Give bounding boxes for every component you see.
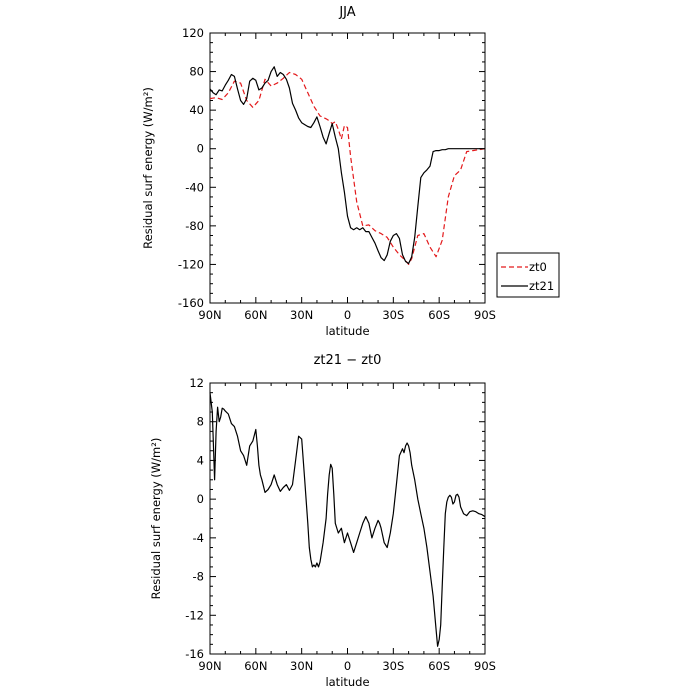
x-tick-label: 30S <box>382 659 404 673</box>
x-tick-label: 30S <box>382 308 404 322</box>
y-tick-label: 0 <box>197 142 204 156</box>
chart-jja: JJA 90N 60N 30N 0 30S 60S 90S -160 -120 -80 -40 0 40 8… <box>141 5 560 338</box>
y-axis-label: Residual surf energy (W/m²) <box>141 87 155 249</box>
y-axis-label: Residual surf energy (W/m²) <box>149 438 163 600</box>
y-tick-label: 4 <box>197 453 204 467</box>
plot-frame <box>209 32 486 304</box>
y-tick-label: 8 <box>197 415 204 429</box>
x-tick-label: 90S <box>474 308 496 322</box>
x-tick-label: 60N <box>244 659 267 673</box>
chart-difference: zt21 − zt0 90N 60N 30N 0 30S 60S 90S -16 -12 -8 -4 0… <box>149 353 496 689</box>
y-tick-label: -160 <box>178 296 204 310</box>
y-tick-label: -4 <box>193 531 204 545</box>
y-tick-label: 12 <box>189 376 204 390</box>
x-tick-label: 30N <box>290 659 313 673</box>
series-line-zt21 <box>209 66 485 265</box>
y-tick-label: 80 <box>189 65 204 79</box>
legend-box <box>496 252 560 298</box>
chart-title: JJA <box>338 5 355 20</box>
x-tick-label: 60S <box>428 659 450 673</box>
y-tick-label: -80 <box>185 219 204 233</box>
x-tick-label: 0 <box>344 308 351 322</box>
y-tick-label: -120 <box>178 257 204 271</box>
x-tick-label: 90N <box>198 308 221 322</box>
plot-frame <box>209 382 486 655</box>
x-tick-label: 60S <box>428 308 450 322</box>
chart-title: zt21 − zt0 <box>314 353 382 368</box>
y-tick-label: -8 <box>193 570 204 584</box>
x-axis-label: latitude <box>325 324 369 338</box>
legend: zt0 zt21 <box>496 252 560 298</box>
series-line-zt0 <box>209 71 486 265</box>
x-axis-label: latitude <box>325 675 369 689</box>
legend-label-zt0: zt0 <box>529 260 547 274</box>
y-tick-label: -12 <box>185 608 204 622</box>
y-tick-label: 40 <box>189 103 204 117</box>
y-tick-label: 120 <box>182 26 204 40</box>
x-tick-label: 90N <box>198 659 221 673</box>
x-tick-label: 90S <box>474 659 496 673</box>
y-tick-label: 0 <box>197 492 204 506</box>
x-tick-label: 30N <box>290 308 313 322</box>
series-line-series-0 <box>209 392 486 647</box>
y-tick-label: -16 <box>185 647 204 661</box>
x-tick-label: 60N <box>244 308 267 322</box>
legend-label-zt21: zt21 <box>529 279 554 293</box>
x-tick-label: 0 <box>344 659 351 673</box>
y-tick-label: -40 <box>185 180 204 194</box>
